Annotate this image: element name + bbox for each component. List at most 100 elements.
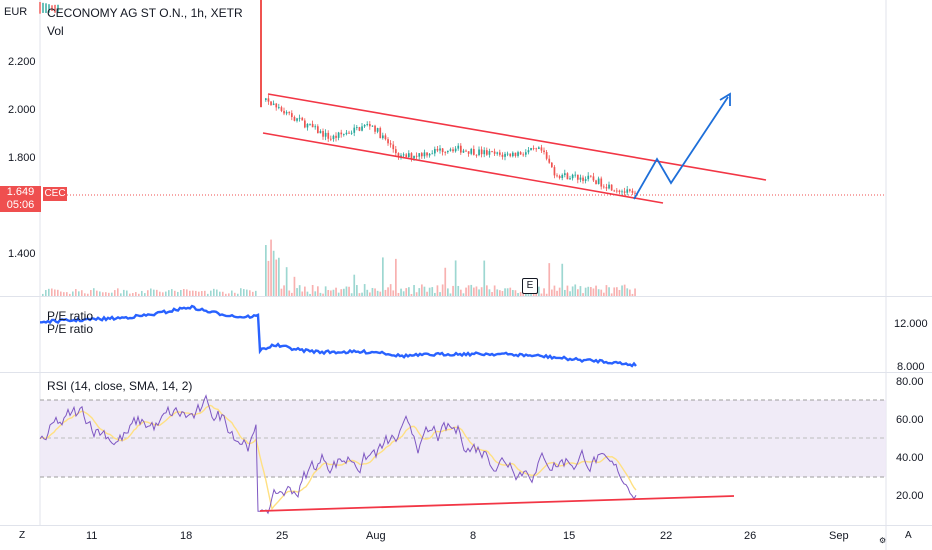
candle bbox=[569, 178, 571, 180]
volume-bar bbox=[374, 288, 376, 296]
volume-bar bbox=[540, 293, 543, 296]
candle bbox=[558, 175, 561, 178]
candle bbox=[629, 189, 631, 191]
candle bbox=[519, 152, 522, 155]
time-tick-11: 11 bbox=[86, 530, 98, 542]
candle bbox=[358, 127, 361, 131]
volume-bar bbox=[387, 287, 389, 296]
volume-bar bbox=[389, 284, 392, 296]
volume-bar bbox=[275, 259, 278, 296]
candle bbox=[603, 186, 605, 188]
volume-bar bbox=[93, 288, 95, 296]
volume-bar bbox=[343, 288, 345, 296]
volume-bar bbox=[156, 289, 158, 296]
volume-bar bbox=[186, 289, 188, 296]
time-tick-25: 25 bbox=[276, 530, 289, 542]
candle bbox=[431, 153, 434, 155]
candle bbox=[501, 154, 504, 157]
volume-bar bbox=[174, 290, 176, 296]
trend-channel[interactable] bbox=[262, 93, 767, 204]
volume-bar bbox=[87, 293, 89, 296]
candle bbox=[574, 174, 577, 176]
volume-bar bbox=[129, 293, 131, 296]
volume-bar bbox=[69, 293, 71, 296]
volume-bar bbox=[317, 286, 319, 296]
candle bbox=[405, 154, 408, 158]
candle bbox=[571, 174, 574, 179]
rsi-trendline[interactable] bbox=[259, 495, 735, 512]
volume-bar bbox=[219, 291, 221, 296]
auto-scale-button[interactable]: A bbox=[905, 530, 912, 541]
candle bbox=[408, 153, 410, 158]
volume-bar bbox=[454, 260, 457, 296]
channel-lower-line[interactable] bbox=[262, 132, 664, 204]
pe-label-1[interactable]: P/E ratio bbox=[47, 309, 94, 323]
volume-bar bbox=[428, 287, 431, 296]
volume-bar bbox=[483, 260, 486, 296]
volume-bar bbox=[561, 263, 564, 296]
candle bbox=[631, 190, 634, 193]
zoom-control[interactable]: Z bbox=[19, 530, 26, 541]
volume-bar bbox=[231, 290, 233, 296]
volume-bar bbox=[553, 285, 556, 296]
candle bbox=[335, 135, 337, 138]
projection-path[interactable] bbox=[633, 96, 729, 200]
candle bbox=[265, 98, 267, 100]
candle bbox=[415, 155, 418, 157]
candle bbox=[532, 148, 535, 149]
settings-gear-icon[interactable]: ⚙ bbox=[879, 536, 887, 545]
pe-label-2[interactable]: P/E ratio bbox=[47, 322, 94, 336]
candle bbox=[452, 149, 454, 152]
volume-bar bbox=[132, 293, 134, 296]
candle bbox=[376, 128, 379, 132]
candle bbox=[441, 148, 444, 153]
candle bbox=[418, 153, 421, 157]
channel-upper-line[interactable] bbox=[267, 93, 767, 181]
volume-bar bbox=[210, 290, 212, 296]
volume-bar bbox=[597, 289, 600, 296]
pe-tick-12: 12.000 bbox=[894, 318, 928, 330]
volume-bar bbox=[162, 292, 164, 296]
candle bbox=[587, 175, 590, 180]
volume-bar bbox=[171, 289, 173, 296]
volume-bar bbox=[402, 291, 405, 296]
candle bbox=[296, 118, 298, 121]
rsi-label[interactable]: RSI (14, close, SMA, 14, 2) bbox=[47, 379, 193, 393]
candle bbox=[444, 152, 447, 153]
candle bbox=[556, 175, 558, 177]
volume-bar bbox=[105, 292, 107, 296]
candle bbox=[379, 128, 382, 139]
volume-bar bbox=[616, 287, 618, 296]
volume-bar bbox=[270, 239, 272, 296]
volume-bar bbox=[613, 287, 616, 296]
volume-bar bbox=[153, 289, 155, 296]
candle bbox=[345, 132, 348, 135]
candle-spike bbox=[260, 0, 262, 108]
volume-bar bbox=[225, 293, 227, 296]
earnings-marker[interactable]: E bbox=[522, 278, 538, 294]
time-tick-15: 15 bbox=[563, 530, 576, 542]
candle bbox=[623, 191, 626, 193]
volume-bar bbox=[114, 290, 116, 296]
volume-bar bbox=[198, 291, 200, 296]
volume-bar bbox=[491, 292, 493, 296]
volume-bar bbox=[280, 288, 283, 296]
volume-label[interactable]: Vol bbox=[47, 24, 64, 38]
volume-bar bbox=[426, 291, 428, 296]
volume-bar bbox=[267, 260, 270, 296]
chart-title[interactable]: CECONOMY AG ST O.N., 1h, XETR bbox=[47, 6, 243, 20]
volume-bar bbox=[413, 285, 415, 296]
volume-bar bbox=[501, 291, 504, 296]
candle bbox=[280, 107, 283, 111]
volume-bar bbox=[447, 288, 449, 296]
volume-bar bbox=[298, 285, 301, 296]
rsi-sma-line bbox=[39, 404, 637, 511]
volume-bars bbox=[42, 239, 636, 296]
projection-arrowhead bbox=[719, 92, 731, 106]
volume-bar bbox=[117, 288, 119, 296]
volume-bar bbox=[72, 291, 74, 296]
volume-bar bbox=[610, 293, 613, 296]
volume-bar bbox=[545, 293, 548, 296]
volume-bar bbox=[543, 288, 545, 296]
